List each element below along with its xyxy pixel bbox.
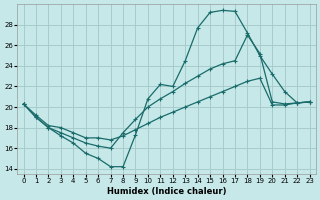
X-axis label: Humidex (Indice chaleur): Humidex (Indice chaleur) [107,187,226,196]
